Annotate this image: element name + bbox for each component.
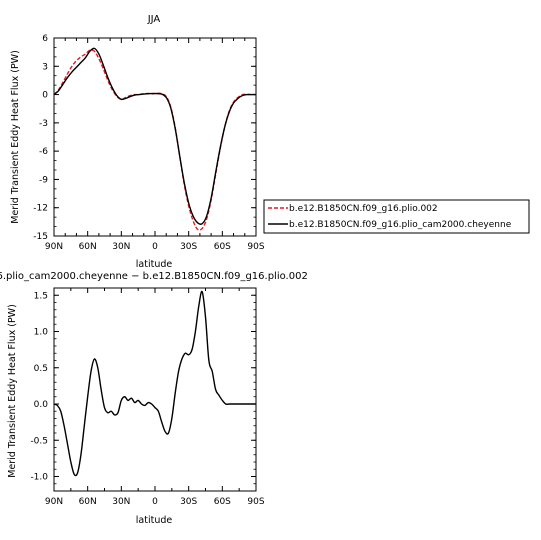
top-series-group bbox=[53, 47, 256, 231]
bottom-x-tick-label: 90S bbox=[247, 497, 264, 507]
bottom-x-tick-label: 30S bbox=[180, 497, 197, 507]
bottom-series-group bbox=[53, 290, 256, 477]
top-panel: JJA Merid Transient Eddy Heat Flux (PW) … bbox=[10, 14, 530, 270]
top-y-tick-label: 3 bbox=[42, 62, 48, 72]
top-y-tick-label: 6 bbox=[42, 34, 48, 44]
top-y-tick-label: -3 bbox=[39, 119, 48, 129]
legend-label-cheyenne: b.e12.B1850CN.f09_g16.plio_cam2000.cheye… bbox=[289, 220, 512, 230]
top-x-axis-label: latitude bbox=[136, 259, 173, 270]
top-plot-frame bbox=[53, 37, 257, 237]
legend-box bbox=[263, 199, 530, 234]
bottom-panel: b.e12.B1850CN.f09_g16.plio_cam2000.cheye… bbox=[0, 271, 308, 526]
bottom-x-tick-label: 0 bbox=[152, 497, 158, 507]
bottom-y-tick-label: 0.0 bbox=[34, 400, 49, 410]
bottom-x-tick-label: 60S bbox=[214, 497, 231, 507]
top-x-tick-label: 90N bbox=[45, 242, 63, 252]
top-y-tick-label: -6 bbox=[39, 147, 48, 157]
bottom-y-axis-label: Merid Transient Eddy Heat Flux (PW) bbox=[7, 304, 18, 478]
bottom-x-tick-label: 30N bbox=[112, 497, 130, 507]
top-y-axis-label: Merid Transient Eddy Heat Flux (PW) bbox=[10, 50, 21, 224]
legend: b.e12.B1850CN.f09_g16.plio.002 b.e12.B18… bbox=[263, 199, 530, 234]
bottom-y-tick-label: -1.0 bbox=[30, 473, 48, 483]
top-x-tick-label: 30S bbox=[180, 242, 197, 252]
bottom-axis-ticks: 90N 60N 30N 0 30S 60S 90S 1.5 1.0 0.5 0.0 -0.5 -1.0 bbox=[30, 287, 265, 507]
top-y-tick-label: -12 bbox=[33, 204, 48, 214]
top-y-tick-label: 0 bbox=[42, 91, 48, 101]
bottom-x-axis-label: latitude bbox=[136, 515, 173, 526]
bottom-y-tick-label: 0.5 bbox=[34, 364, 48, 374]
bottom-series-line-0 bbox=[53, 290, 256, 477]
top-x-tick-label: 90S bbox=[247, 242, 264, 252]
top-series-line-1 bbox=[53, 47, 256, 225]
bottom-plot-frame bbox=[53, 287, 257, 492]
top-x-tick-label: 0 bbox=[152, 242, 158, 252]
top-series-line-0 bbox=[53, 49, 256, 231]
bottom-y-tick-label: 1.5 bbox=[34, 291, 48, 301]
top-axis-ticks: 90N 60N 30N 0 30S 60S 90S 6 3 0 -3 -6 -9 -12 -15 bbox=[33, 34, 265, 252]
bottom-x-tick-label: 90N bbox=[45, 497, 63, 507]
bottom-plot-title: b.e12.B1850CN.f09_g16.plio_cam2000.cheye… bbox=[0, 271, 308, 282]
top-x-tick-label: 60S bbox=[214, 242, 231, 252]
bottom-y-tick-label: 1.0 bbox=[34, 328, 49, 338]
bottom-y-tick-label: -0.5 bbox=[30, 436, 48, 446]
top-x-tick-label: 60N bbox=[79, 242, 97, 252]
top-y-tick-label: -15 bbox=[33, 232, 48, 242]
legend-label-plio-002: b.e12.B1850CN.f09_g16.plio.002 bbox=[289, 204, 438, 214]
top-y-tick-label: -9 bbox=[39, 175, 48, 185]
top-x-tick-label: 30N bbox=[112, 242, 130, 252]
bottom-x-tick-label: 60N bbox=[79, 497, 97, 507]
top-plot-title: JJA bbox=[147, 14, 161, 25]
